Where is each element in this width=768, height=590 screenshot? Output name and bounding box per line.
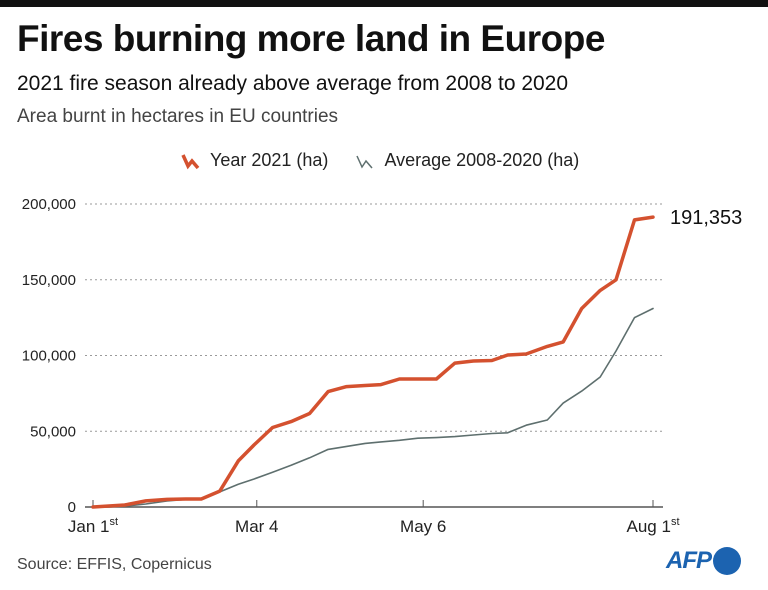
y-tick-label: 100,000	[22, 348, 76, 365]
legend-label-average: Average 2008-2020 (ha)	[384, 150, 580, 170]
y-tick-label: 200,000	[22, 196, 76, 213]
x-tick-label: Mar 4	[235, 517, 278, 536]
x-tick-label-text: Mar 4	[235, 517, 278, 536]
source-note: Source: EFFIS, Copernicus	[17, 556, 212, 573]
chart-subtitle: 2021 fire season already above average f…	[17, 72, 569, 95]
legend-label-year2021: Year 2021 (ha)	[210, 150, 329, 170]
y-tick-label: 0	[68, 499, 76, 516]
top-rule	[0, 0, 768, 7]
chart-unit-note: Area burnt in hectares in EU countries	[17, 106, 339, 127]
x-tick-label-text: May 6	[400, 517, 446, 536]
end-value-label: 191,353	[670, 207, 742, 229]
y-tick-label: 50,000	[30, 423, 76, 440]
series-line-average	[92, 307, 654, 508]
legend-item-average: Average 2008-2020 (ha)	[354, 150, 579, 171]
x-tick-label: Aug 1st	[627, 516, 680, 536]
afp-logo-text: AFP	[666, 547, 712, 574]
x-tick-label-text: Aug 1	[627, 517, 671, 536]
x-tick-label: May 6	[400, 517, 446, 536]
x-tick-label-sup: st	[671, 516, 680, 528]
x-tick-label: Jan 1st	[68, 516, 118, 536]
afp-logo-dot-icon	[713, 547, 741, 575]
legend: Year 2021 (ha) Average 2008-2020 (ha)	[180, 150, 605, 171]
x-tick-label-sup: st	[110, 516, 119, 528]
afp-logo: AFP	[666, 547, 741, 575]
y-tick-label: 150,000	[22, 272, 76, 289]
legend-item-year2021: Year 2021 (ha)	[180, 150, 328, 171]
legend-swatch-year2021-icon	[181, 153, 200, 169]
chart-title: Fires burning more land in Europe	[17, 18, 605, 59]
series-line-year2021	[91, 215, 655, 509]
legend-swatch-average-icon	[356, 155, 374, 169]
x-tick-label-text: Jan 1	[68, 517, 110, 536]
